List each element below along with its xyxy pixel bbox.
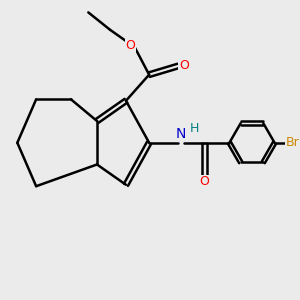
Text: O: O [125, 39, 135, 52]
Text: O: O [199, 176, 209, 188]
Text: O: O [179, 59, 189, 73]
Text: H: H [189, 122, 199, 135]
Text: N: N [176, 127, 186, 141]
Text: Br: Br [286, 136, 300, 149]
